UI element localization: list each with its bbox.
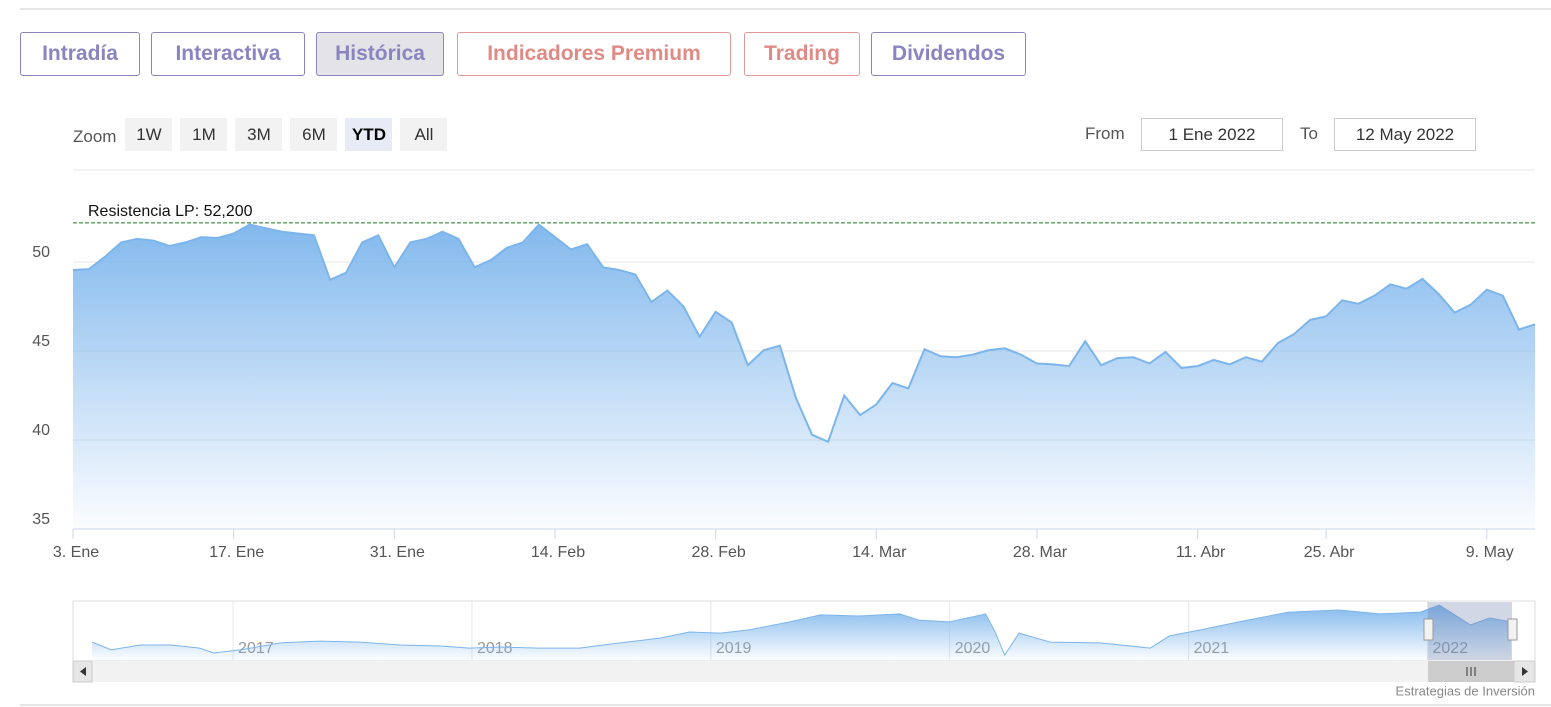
zoom-bar: Zoom 1W 1M 3M 6M YTD All (73, 118, 448, 151)
credits: Estrategias de Inversión (1396, 683, 1535, 698)
main-plot: 35 40 45 50 3. Ene 17. Ene 31. Ene 14. Feb 28. F… (32, 203, 1536, 561)
navigator-line (91, 604, 1512, 657)
x-tick-label: 3. Ene (53, 544, 99, 561)
x-tick-label: 17. Ene (209, 544, 264, 561)
x-tick-label: 28. Feb (692, 544, 746, 561)
navigator-selection[interactable] (1428, 602, 1512, 660)
to-input[interactable]: 12 May 2022 (1334, 118, 1476, 151)
x-tick-label: 25. Abr (1304, 544, 1355, 561)
y-tick-label: 45 (32, 333, 50, 350)
area (73, 224, 1535, 529)
grip (1466, 667, 1476, 676)
navigator-handle[interactable] (1423, 618, 1434, 641)
zoom-button[interactable]: YTD (345, 118, 393, 151)
zoom-button[interactable]: 3M (235, 118, 283, 151)
tab[interactable]: Trading (744, 32, 860, 76)
line (72, 223, 1536, 444)
tab[interactable]: Histórica (316, 32, 444, 76)
zoom-button[interactable]: 1M (180, 118, 228, 151)
tab[interactable]: Indicadores Premium (457, 32, 731, 76)
x-tick-label: 9. May (1466, 544, 1514, 561)
scrollbar-track (73, 661, 1535, 682)
x-tick-label: 31. Ene (370, 544, 425, 561)
zoom-button[interactable]: 6M (290, 118, 338, 151)
y-tick-label: 40 (32, 422, 50, 439)
y-tick-label: 50 (32, 244, 50, 261)
to-label: To (1300, 124, 1318, 143)
from-label: From (1085, 124, 1125, 143)
navigator: 201720182019202020212022 (91, 601, 1512, 661)
plot-line-label: Resistencia LP: 52,200 (88, 203, 253, 220)
zoom-label: Zoom (73, 126, 117, 146)
tab-bar: Intradía Interactiva Histórica Indicador… (20, 32, 1037, 76)
x-tick-label: 28. Mar (1013, 544, 1068, 561)
navigator-handle[interactable] (1507, 618, 1518, 641)
navigator-area (92, 605, 1512, 660)
tab[interactable]: Interactiva (151, 32, 305, 76)
arrow-left (80, 667, 86, 676)
zoom-button[interactable]: 1W (125, 118, 173, 151)
from-input[interactable]: 1 Ene 2022 (1141, 118, 1283, 151)
y-tick-label: 35 (32, 511, 50, 528)
tab[interactable]: Dividendos (871, 32, 1026, 76)
x-tick-label: 14. Mar (852, 544, 907, 561)
tab[interactable]: Intradía (20, 32, 140, 76)
arrow-right (1522, 667, 1528, 676)
x-tick-label: 14. Feb (531, 544, 585, 561)
zoom-button[interactable]: All (400, 118, 448, 151)
x-tick-label: 11. Abr (1176, 544, 1226, 561)
